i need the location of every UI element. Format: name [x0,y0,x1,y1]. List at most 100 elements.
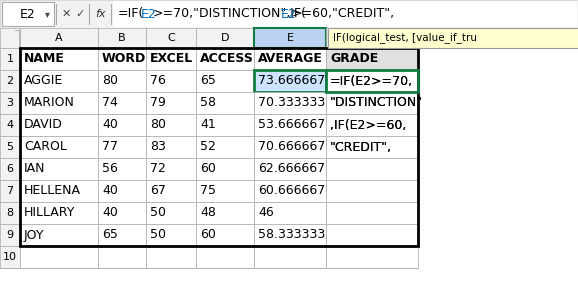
Text: 58: 58 [200,96,216,109]
Text: 40: 40 [102,206,118,219]
Text: 46: 46 [258,206,274,219]
Text: 58.333333: 58.333333 [258,228,325,241]
Bar [146,202,196,224]
Text: 6: 6 [6,164,13,174]
Text: 77: 77 [102,140,118,153]
Text: 80: 80 [102,74,118,87]
Text: B: B [118,33,126,43]
Text: F: F [369,33,375,43]
Text: EXCEL: EXCEL [150,52,193,65]
Text: ,IF(E2>=60,: ,IF(E2>=60, [330,118,406,131]
Bar [254,180,326,202]
Bar [20,180,98,202]
Text: >=60,"CREDIT",: >=60,"CREDIT", [292,8,395,21]
Bar [98,136,146,158]
Bar [196,114,254,136]
Text: HILLARY: HILLARY [24,206,75,219]
Bar [0,224,20,246]
Bar [146,92,196,114]
Bar [146,28,196,48]
Bar [196,224,254,246]
Bar [98,158,146,180]
Text: E: E [287,33,294,43]
Bar [0,70,20,92]
Bar [2,2,54,26]
Text: 60: 60 [200,228,216,241]
Text: JOY: JOY [24,228,45,241]
Text: 67: 67 [150,184,166,197]
Bar [254,70,326,92]
Bar [326,48,418,70]
Text: 62.666667: 62.666667 [258,162,325,175]
Bar [0,246,20,268]
Text: 7: 7 [6,186,13,196]
Bar [98,48,146,70]
Bar [113,1,577,27]
Bar [20,114,98,136]
Bar [196,70,254,92]
Text: 40: 40 [102,184,118,197]
Text: 70.333333: 70.333333 [258,96,325,109]
Bar [254,202,326,224]
Text: 50: 50 [150,228,166,241]
Bar [0,158,20,180]
Bar [196,202,254,224]
Text: 83: 83 [150,140,166,153]
Text: IAN: IAN [24,162,46,175]
Text: A: A [55,33,63,43]
Text: 60: 60 [200,162,216,175]
Bar [98,224,146,246]
Bar [20,224,98,246]
Text: 80: 80 [150,118,166,131]
Bar [146,246,196,268]
Bar [0,28,20,48]
Bar [20,136,98,158]
Text: 40: 40 [102,118,118,131]
Text: 75: 75 [200,184,216,197]
Text: 70.666667: 70.666667 [258,140,325,153]
Text: DAVID: DAVID [24,118,63,131]
Text: 10: 10 [3,252,17,262]
Bar [326,136,418,158]
Text: ✕: ✕ [61,9,71,19]
Bar [0,136,20,158]
Text: 73.666667: 73.666667 [258,74,325,87]
Bar [20,28,98,48]
Text: 72: 72 [150,162,166,175]
Bar [326,114,418,136]
Text: 74: 74 [102,96,118,109]
Text: C: C [167,33,175,43]
Text: =IF(: =IF( [118,8,144,21]
Bar [0,114,20,136]
Bar [0,92,20,114]
Text: D: D [221,33,229,43]
Bar [254,92,326,114]
Bar [326,224,418,246]
Text: "CREDIT",: "CREDIT", [330,140,392,153]
Text: 52: 52 [200,140,216,153]
Bar [254,48,326,70]
Text: WORD: WORD [102,52,146,65]
Text: HELLENA: HELLENA [24,184,81,197]
Bar [326,70,418,92]
Bar [326,246,418,268]
Bar [20,48,418,246]
Text: IF(logical_test, [value_if_tru: IF(logical_test, [value_if_tru [333,32,477,43]
Text: 53.666667: 53.666667 [258,118,325,131]
Bar [20,158,98,180]
Bar [20,202,98,224]
Bar [98,114,146,136]
Text: 50: 50 [150,206,166,219]
Bar [0,48,20,70]
Bar [196,246,254,268]
Text: CAROL: CAROL [24,140,67,153]
Bar [98,246,146,268]
Bar [326,70,418,92]
Bar [196,180,254,202]
Text: 3: 3 [6,98,13,108]
Bar [146,136,196,158]
Bar [254,246,326,268]
Text: ,IF(E2>=60,: ,IF(E2>=60, [330,118,406,131]
Bar [326,158,418,180]
Text: 65: 65 [200,74,216,87]
